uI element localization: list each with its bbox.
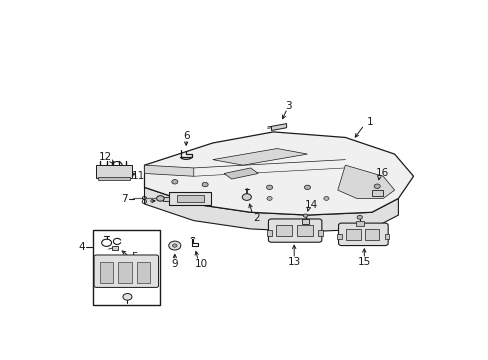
Bar xyxy=(384,234,388,239)
Polygon shape xyxy=(224,168,258,179)
Bar xyxy=(96,165,132,177)
Polygon shape xyxy=(169,192,210,205)
Bar xyxy=(112,246,118,250)
Bar xyxy=(98,177,130,180)
Text: 7: 7 xyxy=(121,194,128,204)
Bar xyxy=(136,262,149,283)
FancyBboxPatch shape xyxy=(94,255,158,287)
Polygon shape xyxy=(144,187,398,232)
Bar xyxy=(317,230,322,236)
Circle shape xyxy=(156,196,164,201)
Bar xyxy=(118,262,131,283)
Bar xyxy=(346,229,360,240)
Text: 3: 3 xyxy=(285,100,291,111)
Text: 15: 15 xyxy=(357,257,370,267)
Circle shape xyxy=(242,194,251,201)
Text: 10: 10 xyxy=(194,258,207,269)
Text: 1: 1 xyxy=(366,117,372,127)
Bar xyxy=(267,230,271,236)
Text: 13: 13 xyxy=(287,257,300,267)
Bar xyxy=(100,262,113,283)
Bar xyxy=(276,225,292,237)
Bar xyxy=(371,190,383,195)
Circle shape xyxy=(303,214,307,217)
Circle shape xyxy=(172,244,177,247)
Circle shape xyxy=(356,215,362,219)
Bar xyxy=(337,234,341,239)
Text: 8: 8 xyxy=(140,196,147,206)
Text: 11: 11 xyxy=(132,171,145,181)
Circle shape xyxy=(266,197,272,201)
Text: 16: 16 xyxy=(375,168,388,179)
Polygon shape xyxy=(144,165,193,176)
FancyBboxPatch shape xyxy=(268,219,321,242)
Text: 5: 5 xyxy=(131,252,137,262)
Circle shape xyxy=(202,183,208,187)
Text: 12: 12 xyxy=(99,152,112,162)
Bar xyxy=(176,195,203,202)
Bar xyxy=(297,225,312,237)
Text: 9: 9 xyxy=(171,258,178,269)
Circle shape xyxy=(266,185,272,190)
Circle shape xyxy=(323,197,328,201)
Bar xyxy=(93,230,159,305)
Text: 14: 14 xyxy=(304,201,317,210)
Polygon shape xyxy=(337,165,394,198)
Polygon shape xyxy=(144,132,413,215)
Text: 6: 6 xyxy=(183,131,189,141)
Bar xyxy=(163,197,168,201)
Circle shape xyxy=(304,185,310,190)
Circle shape xyxy=(122,293,132,300)
Bar xyxy=(365,229,379,240)
Polygon shape xyxy=(271,123,286,131)
Polygon shape xyxy=(212,149,307,165)
Circle shape xyxy=(171,180,178,184)
Bar xyxy=(301,219,309,224)
Circle shape xyxy=(202,197,207,201)
FancyBboxPatch shape xyxy=(338,223,387,246)
Bar xyxy=(355,221,363,226)
Circle shape xyxy=(373,184,380,188)
Text: 4: 4 xyxy=(79,242,85,252)
Circle shape xyxy=(168,241,181,250)
Text: 2: 2 xyxy=(252,213,259,223)
